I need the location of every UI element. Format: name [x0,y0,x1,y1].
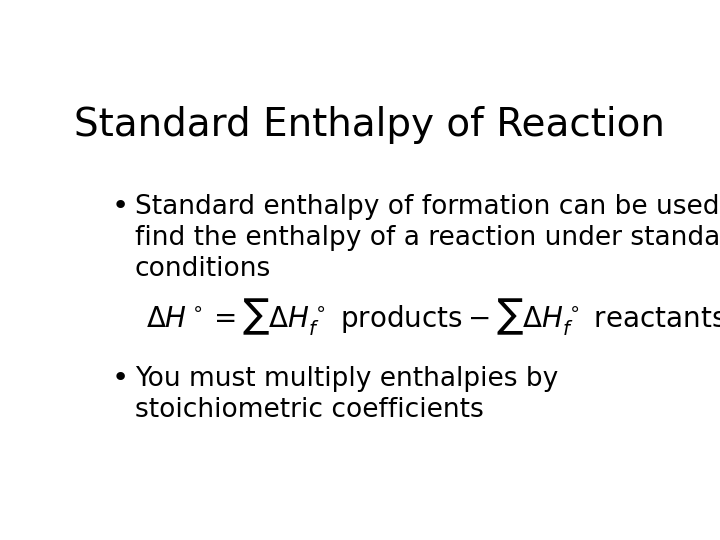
Text: You must multiply enthalpies by: You must multiply enthalpies by [135,366,558,392]
Text: find the enthalpy of a reaction under standard: find the enthalpy of a reaction under st… [135,225,720,251]
Text: conditions: conditions [135,256,271,282]
Text: Standard Enthalpy of Reaction: Standard Enthalpy of Reaction [73,106,665,144]
Text: stoichiometric coefficients: stoichiometric coefficients [135,397,483,423]
Text: •: • [112,192,130,220]
Text: $\Delta H^\circ = \sum \Delta H_f^\circ\ \mathrm{products} - \sum \Delta H_f^\ci: $\Delta H^\circ = \sum \Delta H_f^\circ\… [145,295,720,336]
Text: •: • [112,364,130,392]
Text: Standard enthalpy of formation can be used to: Standard enthalpy of formation can be us… [135,194,720,220]
